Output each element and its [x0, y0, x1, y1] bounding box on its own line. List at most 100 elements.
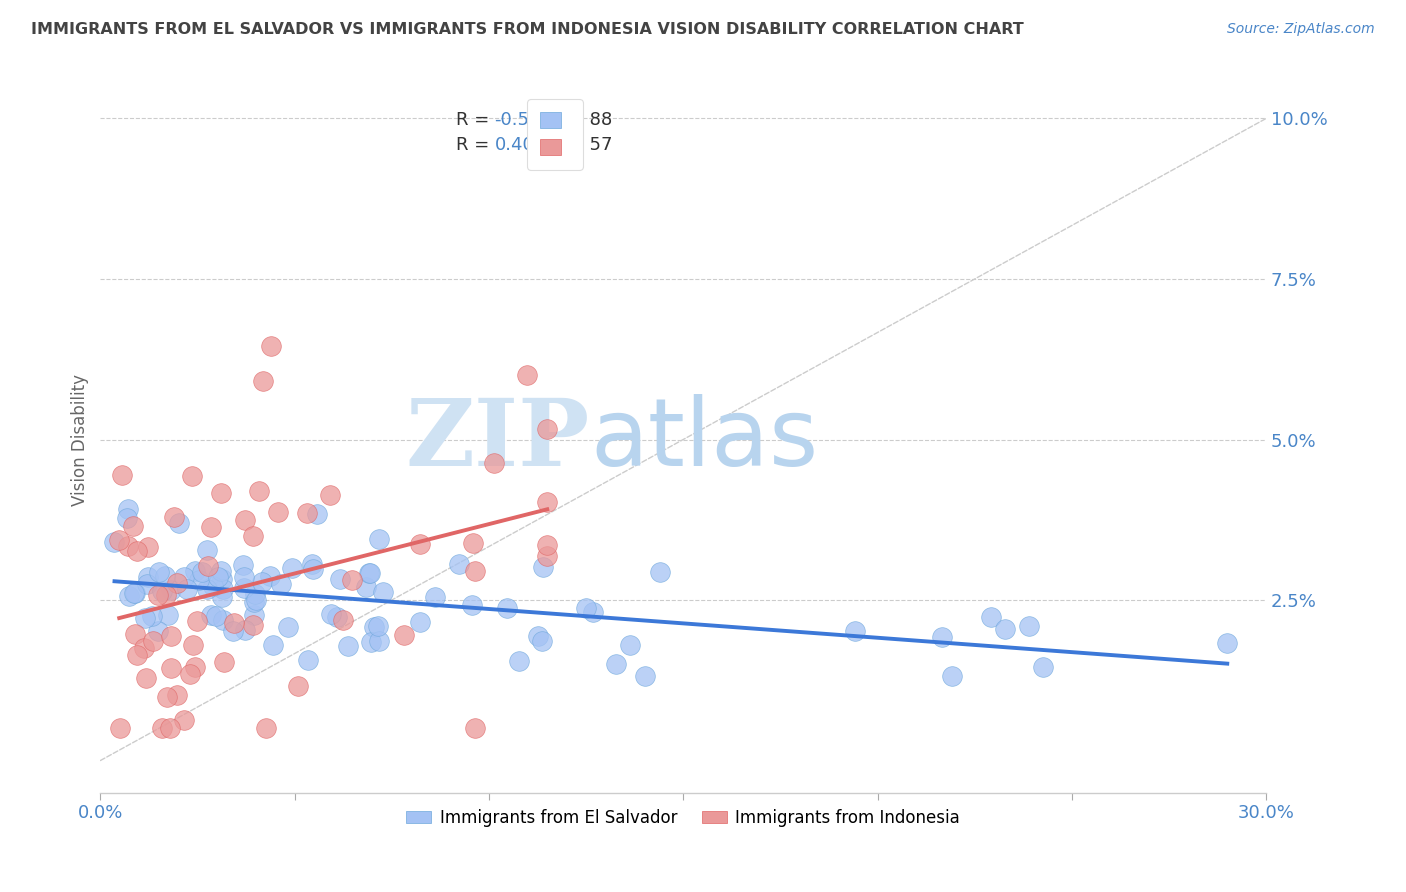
Point — [844, 624, 866, 638]
Point — [117, 501, 139, 516]
Point — [211, 590, 233, 604]
Point — [148, 566, 170, 580]
Point — [447, 557, 470, 571]
Point — [259, 568, 281, 582]
Point — [582, 605, 605, 619]
Point — [159, 629, 181, 643]
Point — [409, 537, 432, 551]
Point — [134, 611, 156, 625]
Point — [342, 574, 364, 588]
Point — [245, 587, 267, 601]
Point — [464, 722, 486, 736]
Point — [281, 561, 304, 575]
Point — [368, 532, 391, 546]
Point — [243, 607, 266, 622]
Point — [367, 619, 389, 633]
Point — [166, 576, 188, 591]
Text: ZIP: ZIP — [406, 394, 591, 484]
Point — [125, 544, 148, 558]
Point — [464, 565, 486, 579]
Text: N = 57: N = 57 — [537, 136, 612, 153]
Text: atlas: atlas — [591, 393, 818, 485]
Point — [184, 564, 207, 578]
Point — [142, 634, 165, 648]
Text: R =: R = — [456, 112, 495, 129]
Point — [329, 572, 352, 586]
Text: Source: ZipAtlas.com: Source: ZipAtlas.com — [1227, 22, 1375, 37]
Point — [122, 519, 145, 533]
Point — [1216, 636, 1239, 650]
Point — [150, 722, 173, 736]
Text: IMMIGRANTS FROM EL SALVADOR VS IMMIGRANTS FROM INDONESIA VISION DISABILITY CORRE: IMMIGRANTS FROM EL SALVADOR VS IMMIGRANT… — [31, 22, 1024, 37]
Point — [482, 456, 505, 470]
Point — [460, 599, 482, 613]
Point — [980, 610, 1002, 624]
Point — [221, 624, 243, 638]
Text: R =: R = — [456, 136, 501, 153]
Point — [233, 582, 256, 596]
Point — [245, 592, 267, 607]
Point — [188, 573, 211, 587]
Point — [122, 585, 145, 599]
Point — [163, 509, 186, 524]
Point — [136, 570, 159, 584]
Point — [156, 690, 179, 704]
Point — [195, 542, 218, 557]
Point — [277, 619, 299, 633]
Point — [536, 538, 558, 552]
Text: N = 88: N = 88 — [537, 112, 612, 129]
Point — [155, 588, 177, 602]
Point — [247, 484, 270, 499]
Point — [195, 582, 218, 596]
Point — [209, 565, 232, 579]
Point — [117, 540, 139, 554]
Point — [209, 486, 232, 500]
Point — [648, 565, 671, 579]
Point — [160, 583, 183, 598]
Point — [108, 722, 131, 736]
Point — [356, 580, 378, 594]
Point — [463, 536, 485, 550]
Point — [124, 627, 146, 641]
Point — [103, 534, 125, 549]
Point — [135, 671, 157, 685]
Point — [200, 607, 222, 622]
Point — [186, 614, 208, 628]
Point — [260, 339, 283, 353]
Point — [166, 688, 188, 702]
Point — [575, 601, 598, 615]
Point — [1018, 619, 1040, 633]
Point — [931, 630, 953, 644]
Point — [619, 638, 641, 652]
Point — [173, 713, 195, 727]
Point — [360, 635, 382, 649]
Point — [319, 487, 342, 501]
Point — [373, 584, 395, 599]
Point — [173, 570, 195, 584]
Point — [115, 511, 138, 525]
Point — [146, 624, 169, 638]
Point — [252, 374, 274, 388]
Y-axis label: Vision Disability: Vision Disability — [72, 374, 89, 506]
Point — [207, 570, 229, 584]
Point — [124, 586, 146, 600]
Point — [250, 575, 273, 590]
Point — [295, 506, 318, 520]
Point — [605, 657, 627, 671]
Point — [496, 601, 519, 615]
Point — [181, 638, 204, 652]
Point — [222, 615, 245, 630]
Point — [531, 634, 554, 648]
Point — [634, 669, 657, 683]
Legend: Immigrants from El Salvador, Immigrants from Indonesia: Immigrants from El Salvador, Immigrants … — [399, 803, 967, 834]
Point — [287, 679, 309, 693]
Point — [212, 655, 235, 669]
Point — [211, 572, 233, 586]
Point — [179, 666, 201, 681]
Point — [297, 653, 319, 667]
Point — [160, 661, 183, 675]
Point — [392, 628, 415, 642]
Point — [326, 610, 349, 624]
Point — [508, 654, 530, 668]
Point — [267, 504, 290, 518]
